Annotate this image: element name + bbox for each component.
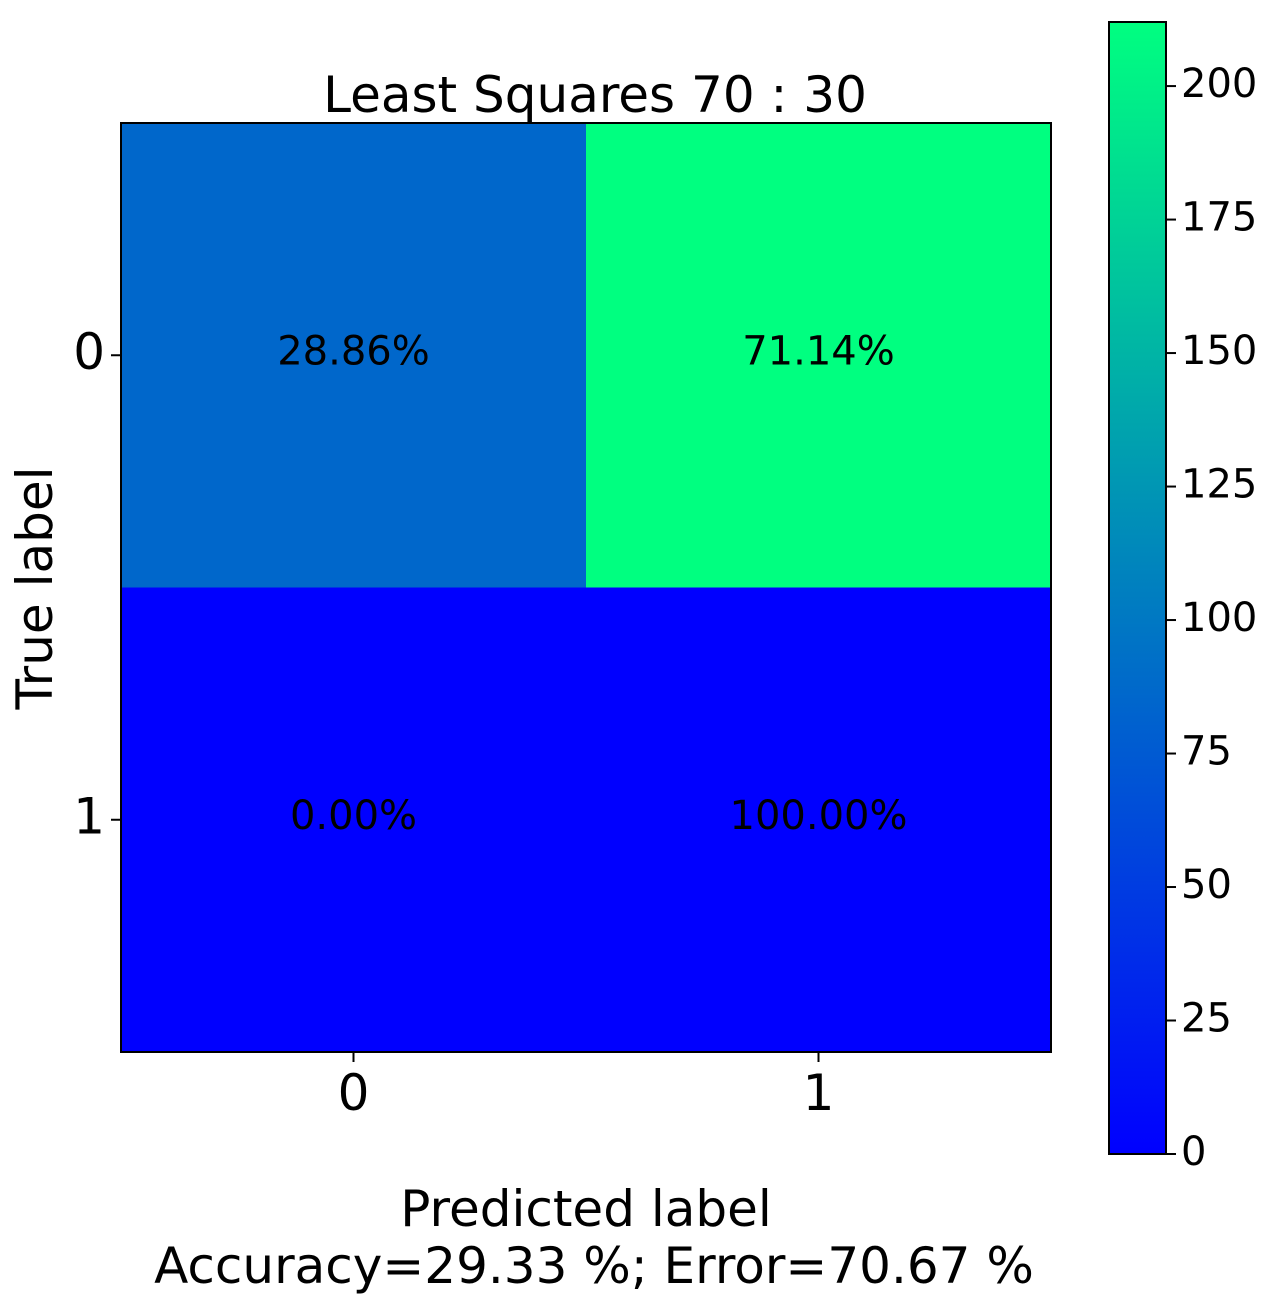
y-tick-label: 1 (73, 787, 105, 845)
plot-frame (120, 122, 1052, 1053)
colorbar-tick-label: 0 (1181, 1129, 1206, 1175)
x-axis-label: Predicted label (400, 1180, 772, 1238)
colorbar-tick-label: 50 (1181, 862, 1232, 908)
colorbar-tick-label: 200 (1181, 61, 1257, 107)
cell-label-0-1: 71.14% (742, 328, 895, 374)
cell-label-1-1: 100.00% (730, 793, 908, 839)
chart-title: Least Squares 70 : 30 (323, 66, 867, 124)
heatmap-cell-1-1 (586, 587, 1052, 1053)
heatmap-cells (121, 123, 1052, 1053)
colorbar-ticks: 0 25 50 75 100 125 150 175 200 (1166, 61, 1257, 1175)
cell-label-1-0: 0.00% (290, 793, 417, 839)
colorbar-tick-label: 125 (1181, 462, 1257, 508)
y-axis-ticks: 01 (73, 323, 121, 845)
heatmap-cell-0-1 (586, 123, 1052, 588)
colorbar (1108, 21, 1167, 1155)
heatmap-cell-0-0 (121, 123, 587, 588)
heatmap-cell-1-0 (121, 587, 587, 1053)
y-axis-label: True label (6, 466, 64, 710)
colorbar-tick-label: 100 (1181, 595, 1257, 641)
x-axis-sublabel-metrics: Accuracy=29.33 %; Error=70.67 % (154, 1237, 1034, 1295)
x-tick-label: 0 (338, 1064, 370, 1122)
colorbar-tick-label: 75 (1181, 729, 1232, 775)
cell-label-0-0: 28.86% (277, 328, 430, 374)
colorbar-tick-label: 25 (1181, 996, 1232, 1042)
colorbar-tick-label: 175 (1181, 195, 1257, 241)
x-tick-label: 1 (803, 1064, 835, 1122)
colorbar-tick-label: 150 (1181, 328, 1257, 374)
y-tick-label: 0 (73, 323, 105, 381)
heatmap-cell-labels: 28.86% 71.14% 0.00% 100.00% (277, 328, 907, 839)
